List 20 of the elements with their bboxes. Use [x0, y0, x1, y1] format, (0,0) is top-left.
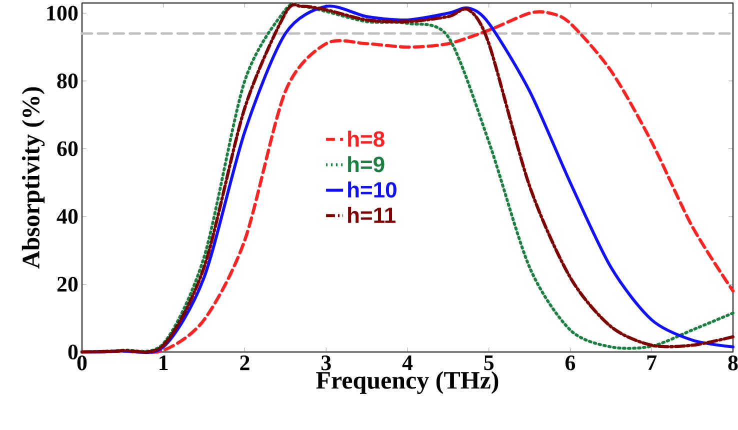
- x-tick-label: 6: [566, 356, 576, 370]
- y-tick-label: 100: [47, 6, 78, 21]
- x-tick-label: 7: [647, 356, 657, 370]
- legend-label: h=10: [348, 181, 396, 198]
- y-tick-label: 0: [68, 344, 78, 360]
- legend-label: h=9: [348, 156, 384, 172]
- y-tick-label: 60: [57, 141, 78, 156]
- legend-label: h=8: [348, 130, 384, 147]
- y-tick-label: 40: [56, 209, 78, 224]
- y-tick-label: 20: [57, 276, 78, 292]
- x-tick-label: 2: [240, 356, 250, 370]
- x-tick-label: 1: [160, 356, 168, 370]
- y-tick-label: 80: [57, 74, 78, 88]
- x-tick-label: 4: [402, 356, 413, 370]
- legend-label: h=11: [348, 206, 396, 223]
- y-axis-title: Absorptivity (%): [22, 87, 45, 269]
- x-axis-title: Frequency (THz): [316, 371, 498, 394]
- x-tick-label: 5: [484, 356, 494, 370]
- x-tick-label: 3: [321, 356, 331, 370]
- x-tick-label: 8: [728, 356, 738, 370]
